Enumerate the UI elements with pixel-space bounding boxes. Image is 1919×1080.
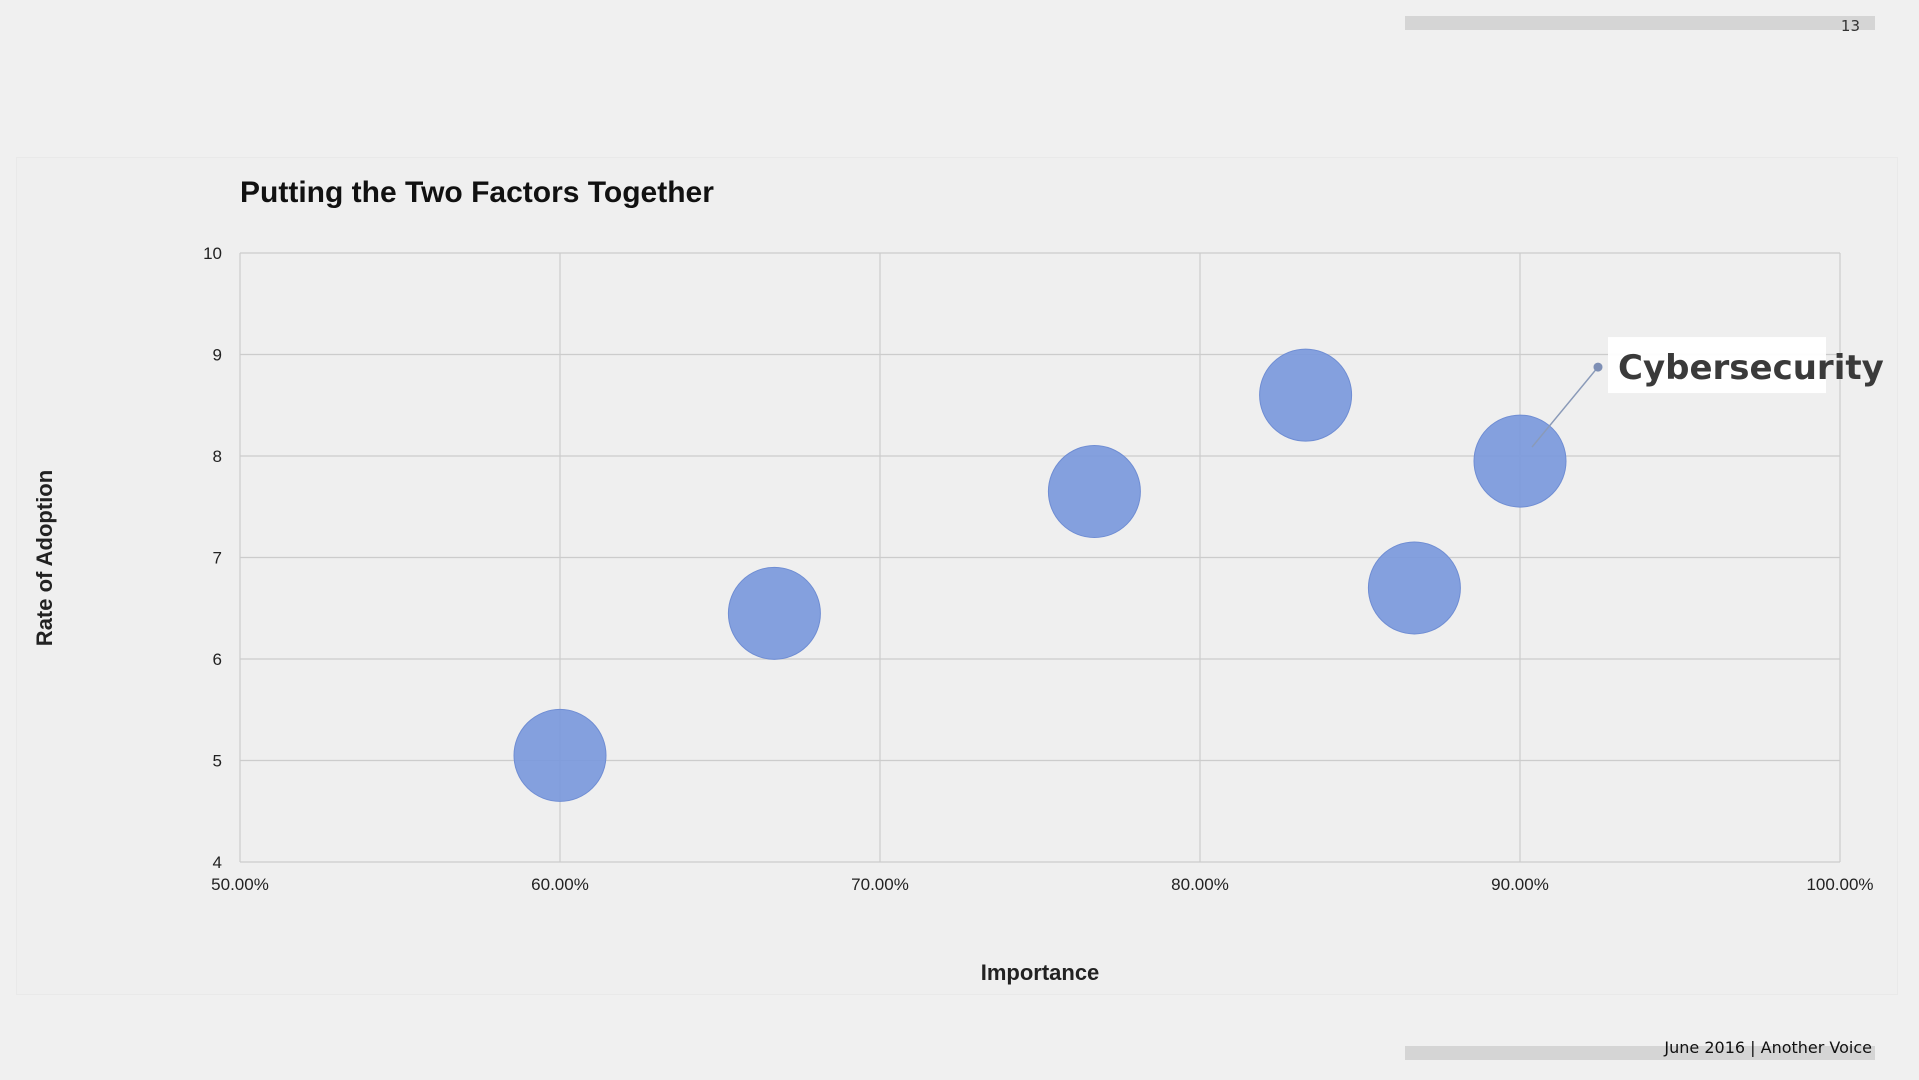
x-tick-label: 70.00% bbox=[851, 875, 909, 894]
annotation-leader-line bbox=[1531, 366, 1599, 448]
x-tick-label: 50.00% bbox=[211, 875, 269, 894]
y-tick-label: 5 bbox=[213, 752, 222, 771]
data-bubble bbox=[1259, 348, 1353, 442]
x-axis-label: Importance bbox=[981, 960, 1100, 985]
page-number: 13 bbox=[1840, 17, 1860, 35]
data-bubble bbox=[513, 708, 607, 802]
y-tick-label: 8 bbox=[213, 447, 222, 466]
x-tick-label: 100.00% bbox=[1806, 875, 1873, 894]
data-bubbles bbox=[513, 348, 1567, 802]
chart-title: Putting the Two Factors Together bbox=[240, 176, 714, 209]
y-tick-label: 7 bbox=[213, 549, 222, 568]
data-bubble bbox=[1047, 445, 1141, 539]
footer-text: June 2016 | Another Voice bbox=[1664, 1038, 1872, 1057]
y-tick-label: 10 bbox=[203, 244, 222, 263]
x-tick-label: 80.00% bbox=[1171, 875, 1229, 894]
header-bar bbox=[1405, 16, 1875, 30]
annotation-layer: Cybersecurity bbox=[1531, 337, 1884, 448]
data-bubble bbox=[727, 566, 821, 660]
annotation-backdrop bbox=[1608, 337, 1826, 394]
chart-panel bbox=[16, 157, 1898, 995]
x-tick-label: 90.00% bbox=[1491, 875, 1549, 894]
data-bubble bbox=[1473, 414, 1567, 508]
y-tick-label: 6 bbox=[213, 650, 222, 669]
y-tick-label: 9 bbox=[213, 346, 222, 365]
axis-tick-labels: 50.00% 60.00% 70.00% 80.00% 90.00% 100.00% 4 5 6… bbox=[203, 244, 1873, 894]
data-bubble bbox=[1367, 541, 1461, 635]
gridlines bbox=[239, 252, 1841, 863]
x-tick-label: 60.00% bbox=[531, 875, 589, 894]
y-axis-label: Rate of Adoption bbox=[32, 470, 57, 646]
annotation-dot bbox=[1593, 362, 1603, 372]
footer-bar bbox=[1405, 1046, 1875, 1060]
annotation-label: Cybersecurity bbox=[1618, 348, 1884, 388]
y-tick-label: 4 bbox=[213, 853, 222, 872]
